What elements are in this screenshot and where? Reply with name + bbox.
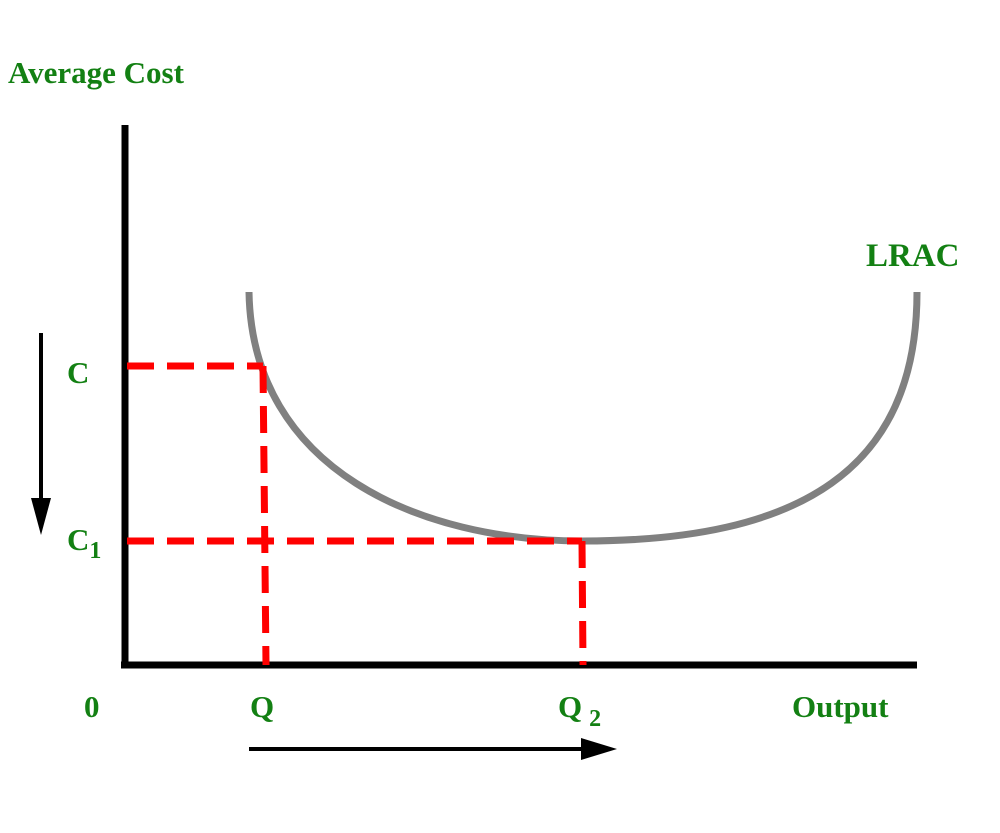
down-arrow-icon xyxy=(31,333,51,535)
lrac-label: LRAC xyxy=(866,238,960,274)
y-axis-label: Average Cost xyxy=(8,55,185,90)
guide-q-vertical xyxy=(259,365,270,666)
quantity-q-label: Q xyxy=(250,689,274,724)
origin-label: 0 xyxy=(84,689,100,724)
x-axis-label: Output xyxy=(792,689,889,724)
cost-c1-subscript: 1 xyxy=(89,538,101,564)
cost-c-label: C xyxy=(67,355,89,390)
cost-c1-label: C1 xyxy=(67,522,101,564)
quantity-q2-base: Q xyxy=(558,689,582,724)
guide-q2-vertical xyxy=(578,540,587,666)
quantity-q2-subscript: 2 xyxy=(589,706,601,732)
lrac-curve xyxy=(245,291,921,545)
cost-c1-base: C xyxy=(67,522,89,557)
dashed-guides xyxy=(127,362,587,666)
right-arrow-icon xyxy=(249,738,617,760)
